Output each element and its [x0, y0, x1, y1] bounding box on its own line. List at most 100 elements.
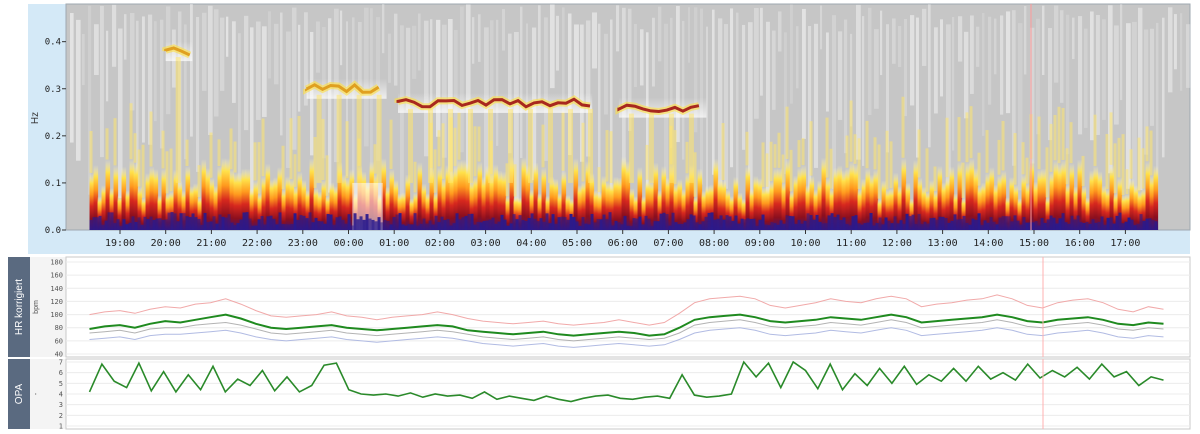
spectrogram-yellow-flare [761, 142, 765, 188]
spectrogram-low-band-burst [253, 180, 259, 230]
spectrogram-floor [1109, 217, 1113, 230]
spectrogram-floor [1136, 223, 1140, 230]
spectrogram-streak [742, 24, 746, 150]
spectrogram-yellow-flare [413, 161, 417, 193]
spectrogram-low-band-burst [853, 163, 859, 230]
spectrogram-floor [494, 223, 498, 230]
spectrogram-low-band-burst [925, 191, 931, 230]
spectrogram-streak [1156, 22, 1159, 205]
spectrogram-band-drip [468, 108, 474, 183]
spectrogram-low-band-burst [465, 162, 471, 230]
spectrogram-floor [1061, 213, 1065, 230]
spectrogram-low-band-burst [849, 161, 855, 230]
spectrogram-streak [454, 29, 458, 211]
spectrogram-streak [1180, 13, 1183, 91]
spectrogram-floor [95, 217, 99, 230]
spectrogram-floor [542, 221, 546, 230]
spectrogram-low-band-burst [773, 167, 779, 230]
spectrogram-low-band-burst [685, 173, 691, 230]
opa-panel: OPA - 7 6 5 4 3 2 1 [8, 358, 1191, 431]
spectrogram-streak [232, 21, 236, 103]
spectrogram-floor [719, 215, 723, 230]
spectrogram-low-band-burst [269, 179, 275, 230]
spectrogram-band-2 [396, 97, 591, 109]
spectrogram-band-drip [568, 108, 574, 183]
spectrogram-low-band-burst [521, 157, 527, 230]
spectrogram-low-band-burst [545, 195, 551, 230]
spectrogram-y-tick-label: 0.0 [45, 226, 61, 236]
spectrogram-low-band-burst [677, 179, 683, 230]
spectrogram-streak [934, 27, 938, 114]
spectrogram-floor [977, 213, 981, 230]
spectrogram-streak [1012, 10, 1016, 166]
spectrogram-low-band-burst [825, 177, 831, 230]
spectrogram-floor [779, 220, 783, 230]
spectrogram-streak [106, 30, 109, 102]
spectrogram-band-drip [528, 108, 534, 183]
spectrogram-low-band-burst [309, 158, 315, 230]
spectrogram-streak [700, 8, 704, 185]
spectrogram-low-band-burst [145, 173, 151, 230]
spectrogram-low-band-burst [573, 158, 579, 230]
spectrogram-floor [236, 223, 240, 230]
spectrogram-low-band-burst [877, 198, 883, 230]
spectrogram-streak [1138, 7, 1143, 191]
spectrogram-yellow-flare [889, 141, 893, 189]
spectrogram-floor [272, 218, 276, 230]
spectrogram-low-band-burst [169, 191, 175, 230]
spectrogram-low-band-burst [233, 172, 239, 230]
spectrogram-yellow-flare [873, 137, 877, 170]
spectrogram-yellow-flare [609, 131, 613, 183]
spectrogram-streak [802, 8, 806, 139]
spectrogram-floor [368, 218, 372, 230]
spectrogram-floor [503, 219, 507, 230]
spectrogram-floor [1103, 224, 1107, 230]
spectrogram-yellow-flare [257, 142, 261, 194]
spectrogram-low-band-burst [917, 177, 923, 230]
spectrogram-floor [1007, 216, 1011, 230]
spectrogram-low-band-burst [993, 184, 999, 230]
spectrogram-floor [926, 223, 930, 230]
spectrogram-yellow-flare [437, 130, 441, 167]
spectrogram-floor [209, 221, 213, 230]
spectrogram-low-band-burst [281, 189, 287, 230]
spectrogram-yellow-flare [985, 130, 989, 173]
spectrogram-low-band-burst [741, 198, 747, 230]
spectrogram-streak [832, 15, 836, 190]
spectrogram-low-band-burst [781, 182, 787, 230]
spectrogram-floor [1118, 212, 1122, 230]
spectrogram-yellow-flare [149, 111, 153, 167]
spectrogram-low-band-burst [697, 168, 703, 230]
spectrogram-floor [140, 224, 144, 230]
spectrogram-yellow-flare [745, 131, 749, 166]
spectrogram-low-band-burst [717, 178, 723, 230]
spectrogram-floor [932, 217, 936, 230]
spectrogram-yellow-flare [325, 155, 329, 196]
spectrogram-floor [584, 223, 588, 230]
spectrogram-low-band-burst [641, 196, 647, 230]
spectrogram-floor [524, 220, 528, 230]
spectrogram-low-band-burst [965, 162, 971, 230]
spectrogram-floor [392, 216, 396, 230]
spectrogram-floor [728, 216, 732, 230]
spectrogram-low-band-burst [1053, 160, 1059, 230]
spectrogram-floor [833, 217, 837, 230]
spectrogram-floor [401, 224, 405, 230]
spectrogram-low-band-burst [441, 178, 447, 230]
spectrogram-low-band-burst [293, 186, 299, 230]
spectrogram-low-band-burst [509, 157, 515, 230]
spectrogram-low-band-burst [621, 156, 627, 230]
spectrogram-y-tick-label: 0.4 [45, 38, 61, 48]
spectrogram-floor [1031, 222, 1035, 230]
spectrogram-streak [568, 13, 572, 156]
spectrogram-floor [1127, 217, 1131, 230]
spectrogram-low-band-burst [1069, 163, 1075, 230]
hr-y-tick-label: 180 [50, 259, 63, 267]
spectrogram-floor [509, 223, 513, 230]
spectrogram-x-ticks: 19:00 20:00 21:00 22:00 23:00 00:00 01:00 02:00… [105, 230, 1140, 249]
spectrogram-streak [928, 4, 931, 148]
spectrogram-band-drip [668, 113, 674, 183]
spectrogram-streak [1114, 25, 1119, 125]
spectrogram-streak [1186, 24, 1191, 88]
spectrogram-low-band-burst [549, 176, 555, 230]
